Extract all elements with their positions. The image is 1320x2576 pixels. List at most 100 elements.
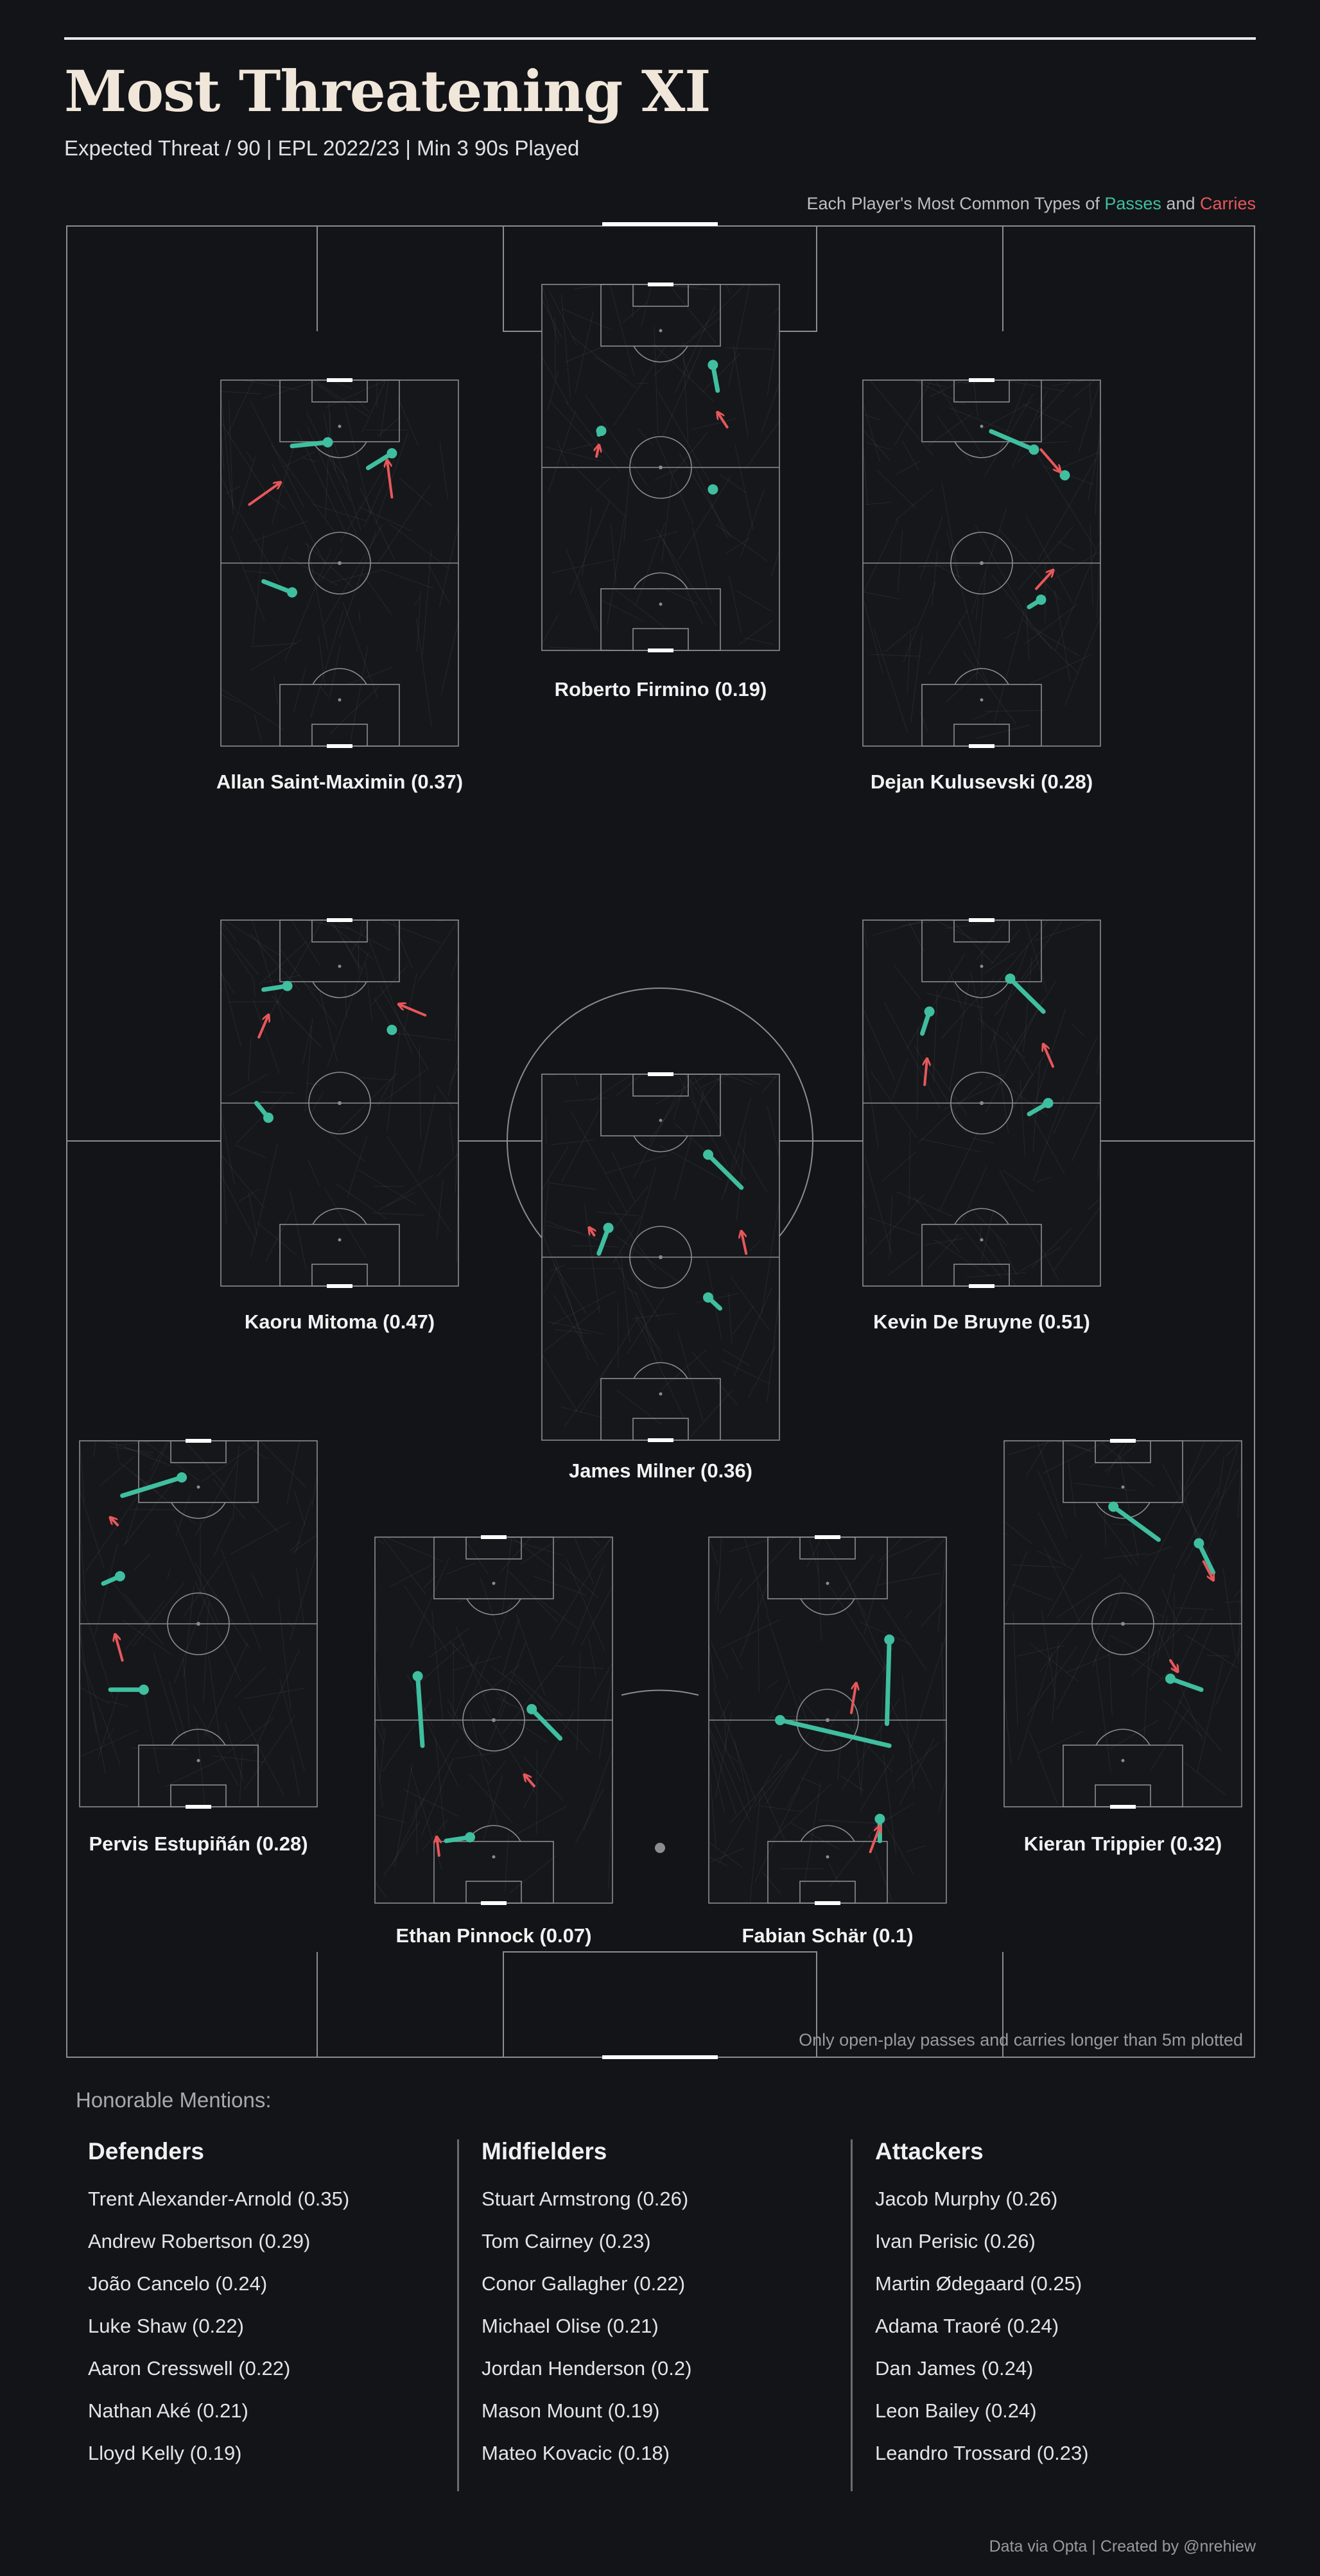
action-trace	[948, 967, 963, 1010]
action-trace	[108, 1577, 164, 1645]
action-trace	[133, 1582, 185, 1647]
action-trace	[246, 451, 254, 462]
action-trace	[1056, 540, 1075, 551]
action-trace	[225, 485, 241, 494]
action-trace	[893, 964, 921, 1000]
player-pitch	[220, 378, 459, 748]
player-label: Roberto Firmino (0.19)	[555, 678, 767, 701]
action-trace	[1024, 604, 1079, 645]
action-trace	[1149, 1669, 1172, 1691]
action-trace	[880, 1635, 886, 1743]
action-trace	[220, 1174, 257, 1242]
pass-endpoint	[322, 437, 333, 448]
action-trace	[510, 1671, 564, 1717]
action-trace	[291, 1756, 300, 1797]
action-trace	[729, 1754, 739, 1763]
action-trace	[516, 1679, 550, 1716]
player-pitch	[708, 1535, 947, 1905]
action-trace	[761, 1786, 785, 1841]
pass-endpoint	[1029, 444, 1039, 455]
page-title: Most Threatening XI	[64, 58, 711, 125]
action-trace	[333, 440, 361, 531]
action-trace	[661, 587, 699, 605]
action-trace	[1022, 619, 1079, 674]
action-trace	[382, 1536, 426, 1595]
goal	[1110, 1805, 1136, 1809]
action-trace	[380, 381, 389, 439]
action-trace	[931, 550, 938, 607]
action-trace	[614, 588, 668, 630]
action-trace	[1176, 1610, 1207, 1673]
player-pitch	[862, 918, 1101, 1288]
action-trace	[743, 1536, 769, 1614]
action-trace	[318, 636, 326, 687]
action-trace	[1184, 1762, 1226, 1796]
action-trace	[584, 394, 648, 486]
action-texture	[708, 1536, 947, 1903]
action-trace	[749, 1795, 761, 1903]
action-trace	[762, 1871, 782, 1895]
action-trace	[1052, 1640, 1059, 1723]
action-trace	[629, 1267, 661, 1321]
action-trace	[607, 1201, 656, 1271]
action-trace	[455, 997, 459, 1042]
action-trace	[1183, 1440, 1205, 1490]
action-trace	[715, 1569, 720, 1602]
action-trace	[979, 1223, 982, 1244]
action-trace	[609, 284, 635, 376]
action-trace	[404, 1585, 448, 1652]
action-trace	[107, 1728, 115, 1739]
action-trace	[220, 476, 237, 510]
action-trace	[429, 1628, 470, 1658]
action-trace	[234, 1144, 266, 1158]
action-trace	[377, 417, 401, 437]
action-trace	[541, 1145, 569, 1190]
action-trace	[374, 1720, 385, 1744]
action-trace	[1052, 551, 1101, 580]
action-trace	[360, 919, 364, 934]
action-trace	[745, 1074, 777, 1078]
action-trace	[463, 1536, 489, 1574]
action-trace	[1185, 1634, 1238, 1669]
action-trace	[859, 1621, 912, 1646]
action-trace	[264, 975, 300, 983]
player-pitch	[374, 1535, 613, 1905]
action-trace	[415, 1802, 418, 1856]
list-item: Conor Gallagher (0.22)	[482, 2272, 686, 2295]
action-trace	[1012, 1612, 1018, 1726]
action-trace	[708, 1763, 716, 1847]
player-pitch	[862, 378, 1101, 748]
action-trace	[1054, 539, 1101, 651]
action-trace	[557, 440, 568, 467]
action-trace	[910, 1635, 947, 1748]
action-trace	[613, 1215, 642, 1264]
action-trace	[338, 1072, 398, 1132]
action-trace	[1088, 1198, 1101, 1210]
pass-endpoint	[874, 1813, 885, 1824]
action-trace	[517, 1721, 548, 1743]
carry-arrow	[257, 1015, 268, 1039]
action-trace	[598, 1670, 613, 1759]
action-trace	[304, 542, 354, 588]
list-item: Adama Traoré (0.24)	[875, 2315, 1059, 2337]
action-trace	[800, 1777, 822, 1788]
action-trace	[724, 1074, 754, 1086]
action-trace	[577, 583, 596, 631]
action-trace	[338, 531, 377, 638]
action-trace	[859, 1755, 895, 1812]
action-trace	[925, 1238, 964, 1246]
action-texture	[862, 919, 1101, 1286]
action-trace	[1112, 1523, 1136, 1526]
action-trace	[633, 1097, 676, 1179]
action-trace	[715, 524, 768, 562]
action-trace	[929, 379, 964, 397]
action-trace	[601, 599, 645, 622]
action-trace	[340, 458, 390, 543]
action-trace	[230, 1522, 290, 1555]
action-trace	[293, 666, 307, 713]
action-trace	[981, 401, 1033, 430]
action-trace	[272, 439, 297, 525]
action-trace	[550, 1536, 612, 1640]
action-trace	[738, 1536, 794, 1599]
action-trace	[328, 401, 331, 438]
